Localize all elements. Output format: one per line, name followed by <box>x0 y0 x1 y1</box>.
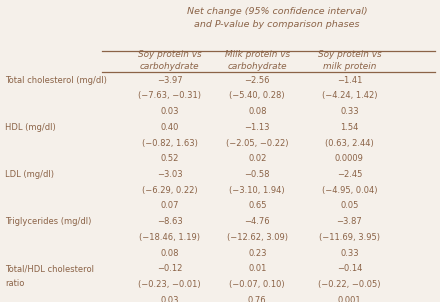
Text: Total cholesterol (mg/dl): Total cholesterol (mg/dl) <box>5 76 107 85</box>
Text: (−6.29, 0.22): (−6.29, 0.22) <box>142 186 198 195</box>
Text: (−7.63, −0.31): (−7.63, −0.31) <box>138 92 201 101</box>
Text: Triglycerides (mg/dl): Triglycerides (mg/dl) <box>5 217 92 226</box>
Text: (−3.10, 1.94): (−3.10, 1.94) <box>230 186 285 195</box>
Text: Total/HDL cholesterol: Total/HDL cholesterol <box>5 264 94 273</box>
Text: 0.02: 0.02 <box>248 154 267 163</box>
Text: −4.76: −4.76 <box>245 217 270 226</box>
Text: Milk protein vs
carbohydrate: Milk protein vs carbohydrate <box>225 50 290 71</box>
Text: (0.63, 2.44): (0.63, 2.44) <box>325 139 374 148</box>
Text: Soy protein vs
carbohydrate: Soy protein vs carbohydrate <box>138 50 202 71</box>
Text: 0.0009: 0.0009 <box>335 154 364 163</box>
Text: 0.76: 0.76 <box>248 296 267 302</box>
Text: 0.07: 0.07 <box>160 201 179 210</box>
Text: (−2.05, −0.22): (−2.05, −0.22) <box>226 139 289 148</box>
Text: −2.56: −2.56 <box>245 76 270 85</box>
Text: 0.08: 0.08 <box>248 107 267 116</box>
Text: 0.03: 0.03 <box>160 296 179 302</box>
Text: −2.45: −2.45 <box>337 170 362 179</box>
Text: (−11.69, 3.95): (−11.69, 3.95) <box>319 233 380 242</box>
Text: −0.14: −0.14 <box>337 264 362 273</box>
Text: 0.08: 0.08 <box>160 249 179 258</box>
Text: (−18.46, 1.19): (−18.46, 1.19) <box>139 233 200 242</box>
Text: Soy protein vs
milk protein: Soy protein vs milk protein <box>318 50 381 71</box>
Text: −3.87: −3.87 <box>337 217 362 226</box>
Text: 0.33: 0.33 <box>340 107 359 116</box>
Text: −0.58: −0.58 <box>245 170 270 179</box>
Text: 0.01: 0.01 <box>248 264 267 273</box>
Text: 0.65: 0.65 <box>248 201 267 210</box>
Text: −1.13: −1.13 <box>245 123 270 132</box>
Text: −8.63: −8.63 <box>157 217 183 226</box>
Text: 0.33: 0.33 <box>340 249 359 258</box>
Text: 0.52: 0.52 <box>160 154 179 163</box>
Text: (−0.82, 1.63): (−0.82, 1.63) <box>142 139 198 148</box>
Text: ratio: ratio <box>5 279 25 288</box>
Text: −0.12: −0.12 <box>157 264 182 273</box>
Text: 0.001: 0.001 <box>337 296 361 302</box>
Text: (−0.22, −0.05): (−0.22, −0.05) <box>318 280 381 289</box>
Text: (−4.24, 1.42): (−4.24, 1.42) <box>322 92 377 101</box>
Text: (−12.62, 3.09): (−12.62, 3.09) <box>227 233 288 242</box>
Text: −3.03: −3.03 <box>157 170 182 179</box>
Text: 0.03: 0.03 <box>160 107 179 116</box>
Text: 0.23: 0.23 <box>248 249 267 258</box>
Text: −3.97: −3.97 <box>157 76 182 85</box>
Text: Net change (95% confidence interval)
and P-value by comparison phases: Net change (95% confidence interval) and… <box>187 8 367 29</box>
Text: 0.05: 0.05 <box>340 201 359 210</box>
Text: HDL (mg/dl): HDL (mg/dl) <box>5 123 56 132</box>
Text: (−0.23, −0.01): (−0.23, −0.01) <box>138 280 201 289</box>
Text: (−4.95, 0.04): (−4.95, 0.04) <box>322 186 377 195</box>
Text: (−0.07, 0.10): (−0.07, 0.10) <box>230 280 285 289</box>
Text: LDL (mg/dl): LDL (mg/dl) <box>5 170 54 179</box>
Text: 1.54: 1.54 <box>340 123 359 132</box>
Text: −1.41: −1.41 <box>337 76 362 85</box>
Text: (−5.40, 0.28): (−5.40, 0.28) <box>230 92 285 101</box>
Text: 0.40: 0.40 <box>160 123 179 132</box>
